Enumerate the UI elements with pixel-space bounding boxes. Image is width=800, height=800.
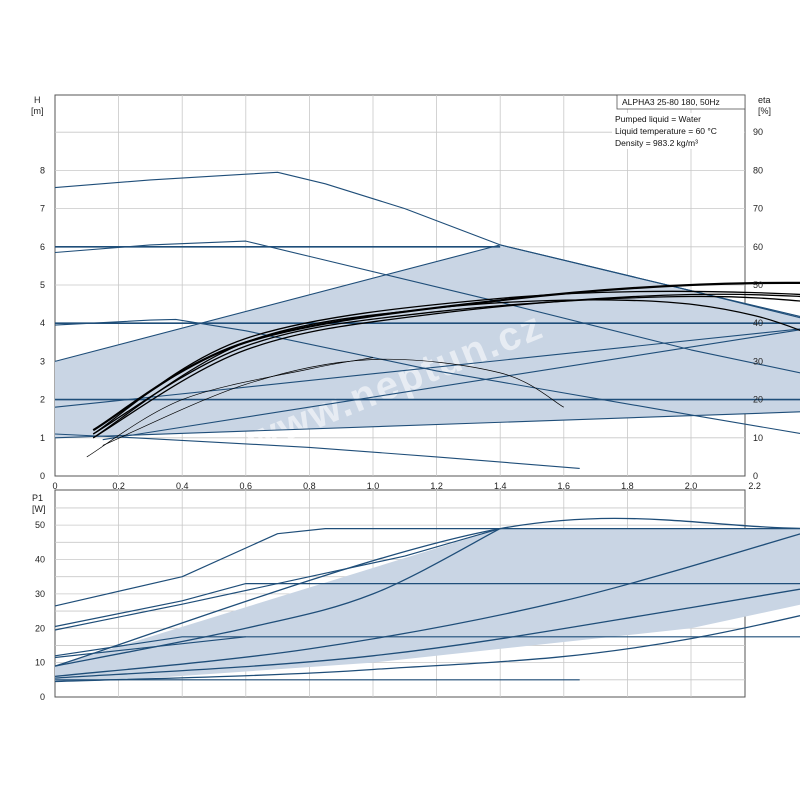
power-curve	[54, 527, 800, 607]
x-tick-label: 1.2	[430, 481, 443, 491]
operating-range-area	[55, 244, 800, 438]
y2-tick-label: 50	[753, 280, 763, 290]
y2-tick-labels: 0 10 20 30 40 50 60 70 80 90 eta[%]	[753, 95, 771, 481]
power-curve	[54, 582, 800, 628]
max-curve	[54, 318, 800, 435]
y-axis-unit: [W]	[32, 504, 46, 514]
info-box-line: Density = 983.2 kg/m³	[615, 138, 698, 148]
info-box-title: ALPHA3 25-80 180, 50Hz	[622, 97, 720, 107]
y2-tick-label: 90	[753, 127, 763, 137]
y2-tick-label: 40	[753, 318, 763, 328]
info-line-bg	[612, 137, 744, 149]
y-tick-label: 8	[40, 165, 45, 175]
y-tick-label: 5	[40, 280, 45, 290]
y2-axis-label: eta	[758, 95, 771, 105]
y2-tick-label: 0	[753, 471, 758, 481]
max-curve	[54, 433, 580, 469]
y-tick-label: 6	[40, 242, 45, 252]
efficiency-curve	[102, 358, 564, 446]
max-curve	[54, 240, 800, 374]
y-tick-labels: 0 1 2 3 4 5 6 7 8 H[m]	[31, 95, 45, 481]
operating-range-area	[55, 528, 800, 682]
info-line-bg	[612, 113, 744, 125]
y2-tick-label: 60	[753, 242, 763, 252]
max-curve	[54, 171, 501, 246]
head-efficiency-panel: www.neptun.cz0 0.2 0.4 0.6 0.8 1.0 1.2 1.4 1.6 1.…	[31, 94, 800, 491]
y-tick-label: 20	[35, 623, 45, 633]
power-curve	[54, 636, 800, 657]
efficiency-curve	[86, 357, 374, 458]
info-box-line: Pumped liquid = Water	[615, 114, 701, 124]
y-tick-label: 4	[40, 318, 45, 328]
info-box-line: Liquid temperature = 60 °C	[615, 126, 717, 136]
y-axis-label: P1	[32, 493, 43, 503]
proportional-power-curve	[54, 533, 800, 678]
y2-tick-label: 20	[753, 395, 763, 405]
y2-tick-label: 30	[753, 356, 763, 366]
y2-tick-label: 70	[753, 204, 763, 214]
y2-axis-unit: [%]	[758, 106, 771, 116]
power-series-group	[54, 517, 800, 683]
info-line-bg	[612, 125, 744, 137]
y-tick-label: 0	[40, 471, 45, 481]
efficiency-curve	[92, 299, 800, 439]
proportional-power-curve	[54, 528, 501, 667]
info-box: ALPHA3 25-80 180, 50Hz Pumped liquid = Wa…	[612, 94, 746, 149]
y-tick-label: 0	[40, 692, 45, 702]
x-tick-label: 1.6	[558, 481, 571, 491]
y-tick-label: 3	[40, 356, 45, 366]
x-tick-label: 0.2	[112, 481, 125, 491]
proportional-pressure-curve	[54, 328, 800, 408]
power-curve	[54, 636, 246, 659]
x-tick-label: 1.8	[621, 481, 634, 491]
efficiency-curve	[92, 290, 800, 435]
x-tick-label: 0	[52, 481, 57, 491]
x-tick-label: 1.0	[367, 481, 380, 491]
proportional-pressure-curve	[54, 411, 800, 439]
power-curve	[54, 528, 501, 631]
x-tick-label: 2.0	[685, 481, 698, 491]
y-tick-label: 7	[40, 204, 45, 214]
y-tick-label: 30	[35, 589, 45, 599]
x-tick-label: 2.2	[748, 481, 761, 491]
y-tick-label: 1	[40, 433, 45, 443]
x-tick-label: 0.4	[176, 481, 189, 491]
y2-tick-label: 80	[753, 165, 763, 175]
info-box-title-frame	[616, 94, 746, 110]
x-tick-label: 0.6	[240, 481, 253, 491]
x-tick-label: 0.8	[303, 481, 316, 491]
y2-tick-label: 10	[753, 433, 763, 443]
y-axis-label: H	[34, 95, 41, 105]
proportional-pressure-curve	[102, 329, 800, 441]
x-tick-label: 1.4	[494, 481, 507, 491]
head-series-group	[54, 171, 800, 469]
power-panel: 0 10 20 30 40 50 P1[W]	[32, 489, 800, 702]
proportional-power-curve	[54, 615, 800, 683]
y-tick-label: 10	[35, 658, 45, 668]
y-tick-label: 40	[35, 555, 45, 565]
y-tick-label: 50	[35, 520, 45, 530]
y-tick-label: 2	[40, 395, 45, 405]
proportional-pressure-curve	[500, 244, 800, 319]
proportional-power-curve	[54, 517, 800, 667]
power-y-tick-labels: 0 10 20 30 40 50 P1[W]	[32, 493, 46, 702]
x-tick-labels: 00.20.40.60.81.01.21.41.61.82.02.22.42.6…	[52, 481, 761, 491]
y-axis-unit: [m]	[31, 106, 44, 116]
proportional-power-curve	[54, 588, 800, 679]
